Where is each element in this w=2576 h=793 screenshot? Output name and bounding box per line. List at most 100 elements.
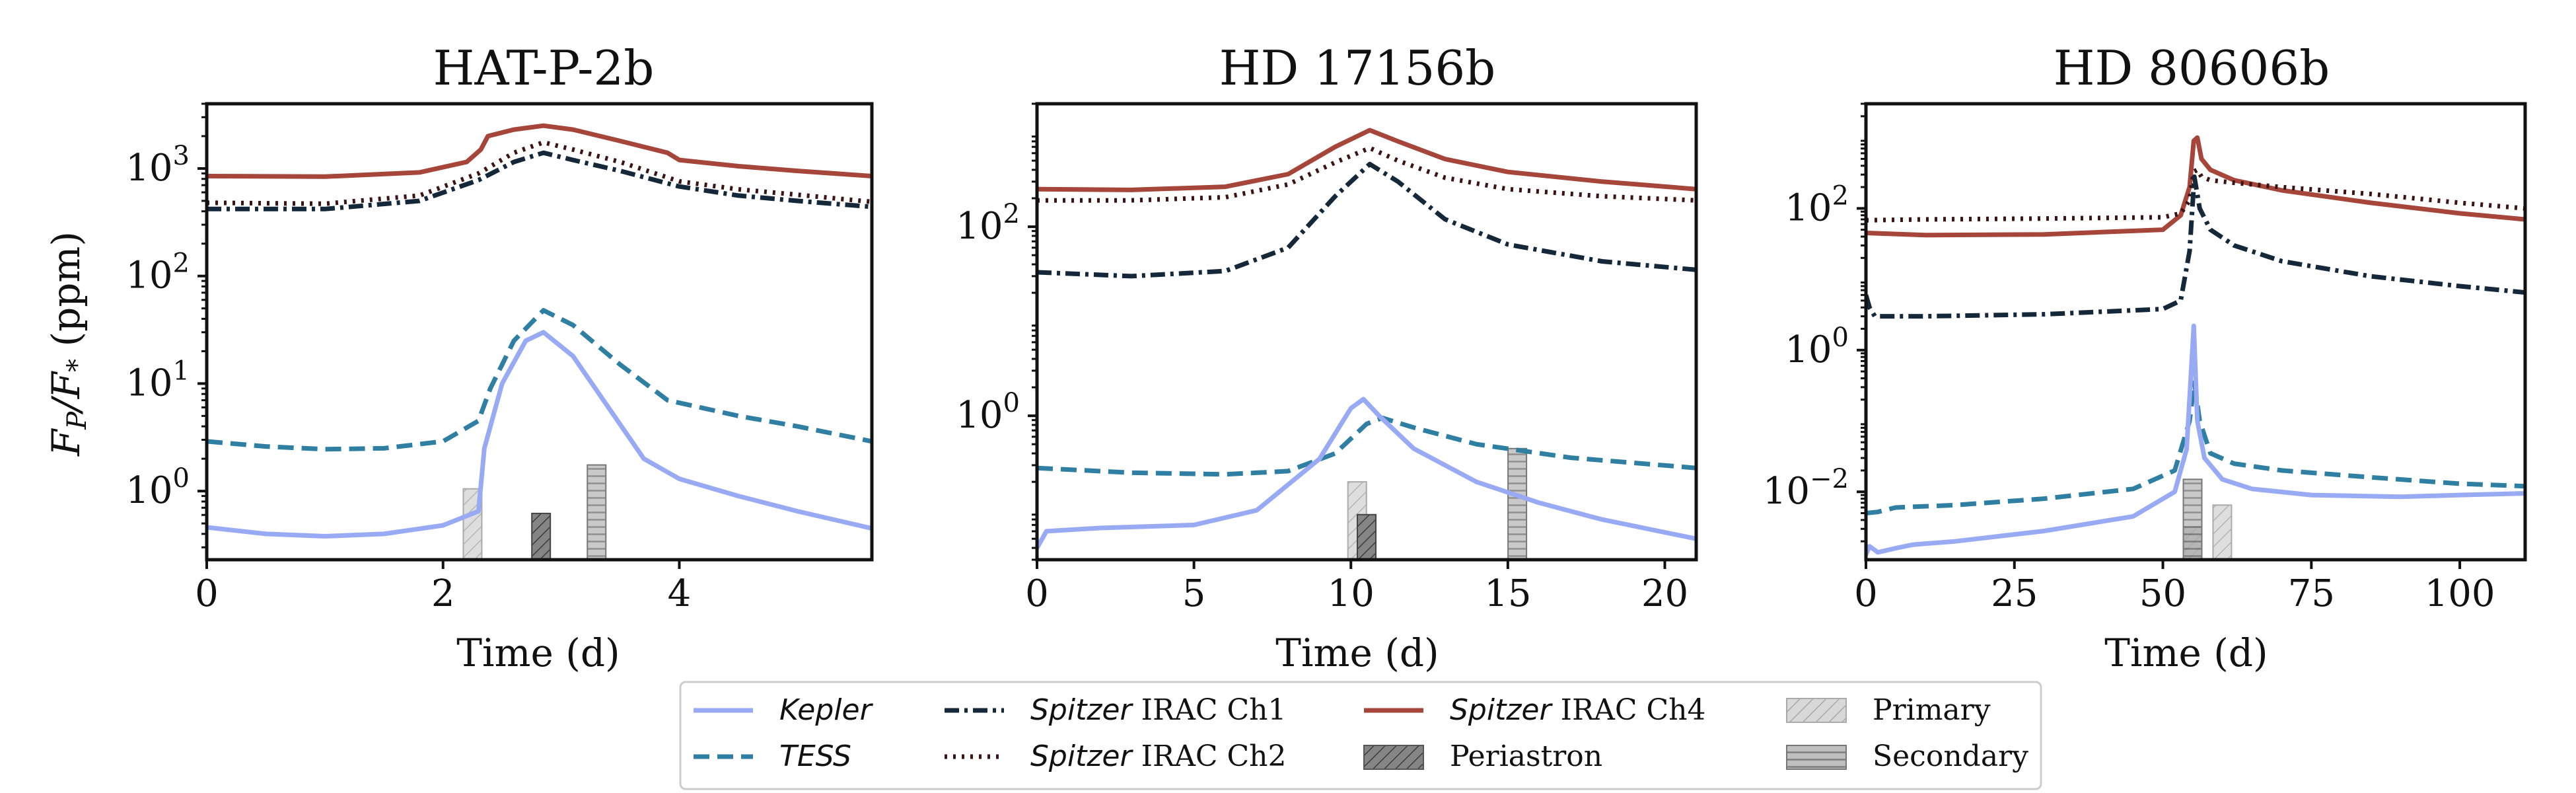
legend-ch4-irac: IRAC Ch4 bbox=[1552, 693, 1706, 727]
y-tick-exponent: −2 bbox=[1810, 464, 1849, 494]
y-tick-exponent: 0 bbox=[173, 463, 190, 494]
y-tick-base: 10 bbox=[125, 361, 172, 404]
y-tick-base: 10 bbox=[956, 205, 1003, 248]
legend-ch1-irac: IRAC Ch1 bbox=[1132, 693, 1287, 727]
legend-periastron-label: Periastron bbox=[1450, 739, 1602, 773]
x-tick-label: 2 bbox=[431, 572, 455, 615]
panel-title: HAT-P-2b bbox=[433, 40, 655, 96]
legend-primary-swatch bbox=[1786, 698, 1847, 723]
y-tick-exponent: 1 bbox=[173, 356, 190, 386]
y-tick-exponent: 3 bbox=[173, 141, 190, 171]
y-axis-label: FP/F* (ppm) bbox=[44, 231, 92, 457]
x-tick-label: 0 bbox=[1025, 572, 1049, 615]
x-axis-label: Time (d) bbox=[456, 630, 620, 675]
y-label-star: * bbox=[62, 359, 92, 372]
x-axis-label: Time (d) bbox=[1275, 630, 1439, 675]
y-tick-label: 100 bbox=[125, 463, 190, 512]
x-tick-label: 10 bbox=[1328, 572, 1375, 615]
series-line-ch1 bbox=[1037, 161, 1696, 279]
series-line-tess bbox=[1866, 380, 2525, 515]
series-line-tess bbox=[207, 308, 872, 452]
series-line-tess bbox=[1037, 415, 1696, 477]
x-tick-label: 50 bbox=[2139, 572, 2186, 615]
y-tick-label: 100 bbox=[1785, 322, 1849, 371]
event-bar-secondary bbox=[1507, 447, 1528, 560]
legend-primary-label: Primary bbox=[1873, 693, 1991, 727]
legend-periastron-swatch bbox=[1363, 745, 1424, 770]
y-tick-base: 10 bbox=[1785, 328, 1832, 371]
y-tick-label: 102 bbox=[1785, 180, 1849, 229]
series-line-kepler bbox=[1866, 323, 2525, 557]
plot-frame bbox=[1035, 102, 1698, 562]
legend-secondary-swatch bbox=[1786, 745, 1847, 770]
series-line-kepler bbox=[207, 330, 872, 539]
x-tick-label: 100 bbox=[2425, 572, 2495, 615]
y-tick-label: 103 bbox=[125, 141, 190, 190]
y-tick-base: 10 bbox=[1763, 470, 1810, 513]
x-tick-label: 5 bbox=[1182, 572, 1206, 615]
event-bar-secondary bbox=[2182, 478, 2203, 561]
y-label-sub: P bbox=[62, 411, 92, 430]
x-axis-label: Time (d) bbox=[2104, 630, 2268, 675]
x-tick-label: 4 bbox=[668, 572, 692, 615]
y-tick-base: 10 bbox=[956, 394, 1003, 437]
legend-secondary-label: Secondary bbox=[1873, 739, 2028, 773]
y-tick-exponent: 0 bbox=[1832, 322, 1849, 353]
y-tick-label: 102 bbox=[956, 199, 1020, 248]
y-tick-base: 10 bbox=[125, 254, 172, 297]
panel-title: HD 17156b bbox=[1219, 40, 1496, 96]
event-bar-periastron bbox=[531, 512, 552, 560]
event-bar-periastron bbox=[1357, 513, 1377, 560]
series-line-ch1 bbox=[207, 150, 872, 211]
legend-ch4-label: Spitzer IRAC Ch4 bbox=[1450, 693, 1706, 727]
x-tick-label: 0 bbox=[195, 572, 219, 615]
y-tick-exponent: 2 bbox=[1832, 180, 1849, 211]
y-tick-exponent: 2 bbox=[1003, 199, 1020, 229]
series-line-ch4 bbox=[1037, 128, 1696, 192]
y-label-f: F bbox=[44, 428, 89, 457]
legend: Kepler TESS Spitzer IRAC Ch1 Spitzer IRA… bbox=[679, 681, 2042, 790]
y-tick-label: 100 bbox=[956, 388, 1020, 437]
series-line-ch1 bbox=[1866, 174, 2525, 319]
x-tick-label: 20 bbox=[1641, 572, 1688, 615]
x-tick-label: 15 bbox=[1484, 572, 1531, 615]
legend-ch1-label: Spitzer IRAC Ch1 bbox=[1030, 693, 1287, 727]
y-tick-base: 10 bbox=[125, 469, 172, 512]
y-label-mid: /F bbox=[44, 371, 89, 415]
x-tick-label: 25 bbox=[1991, 572, 2038, 615]
series-line-ch4 bbox=[1866, 135, 2525, 238]
y-tick-base: 10 bbox=[125, 147, 172, 190]
y-tick-label: 10−2 bbox=[1763, 464, 1849, 513]
series-line-ch2 bbox=[1037, 145, 1696, 203]
event-bar-secondary bbox=[587, 464, 607, 560]
x-tick-label: 75 bbox=[2288, 572, 2335, 615]
y-tick-base: 10 bbox=[1785, 186, 1832, 229]
y-tick-exponent: 2 bbox=[173, 248, 190, 279]
series-line-ch2 bbox=[207, 139, 872, 206]
legend-ch4-spitzer: Spitzer bbox=[1450, 693, 1554, 727]
y-tick-label: 101 bbox=[125, 356, 190, 404]
plot-frame bbox=[1864, 102, 2527, 562]
legend-ch2-spitzer: Spitzer bbox=[1030, 739, 1134, 773]
legend-kepler-label: Kepler bbox=[779, 693, 874, 727]
legend-frame bbox=[679, 681, 2042, 790]
legend-tess-label: TESS bbox=[779, 739, 851, 773]
legend-ch2-irac: IRAC Ch2 bbox=[1132, 739, 1287, 773]
event-bar-primary bbox=[2212, 504, 2233, 561]
legend-ch2-label: Spitzer IRAC Ch2 bbox=[1030, 739, 1287, 773]
y-tick-exponent: 0 bbox=[1003, 388, 1020, 418]
panel-title: HD 80606b bbox=[2054, 40, 2330, 96]
legend-ch1-spitzer: Spitzer bbox=[1030, 693, 1134, 727]
series-line-ch4 bbox=[207, 123, 872, 179]
series-line-kepler bbox=[1037, 397, 1696, 550]
y-label-unit: (ppm) bbox=[44, 231, 89, 359]
x-tick-label: 0 bbox=[1854, 572, 1878, 615]
y-tick-label: 102 bbox=[125, 248, 190, 297]
